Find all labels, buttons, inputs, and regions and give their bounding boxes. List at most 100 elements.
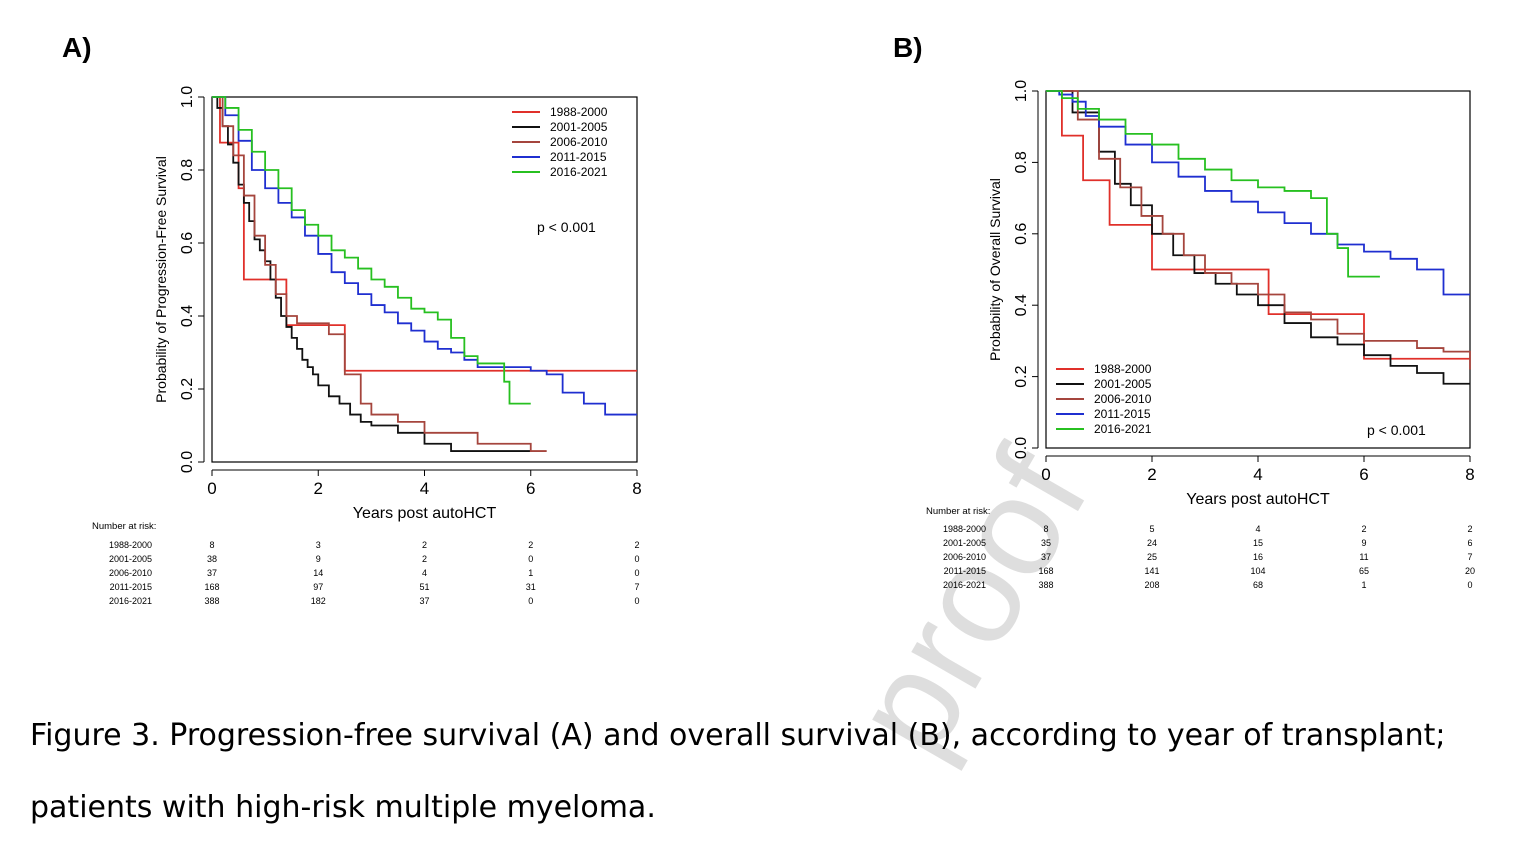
risk-cell: 168 [1038,566,1053,576]
y-tick-label: 0.0 [1013,437,1030,459]
x-tick-label: 0 [1041,465,1050,484]
survival-curve-2016-2021 [212,96,531,405]
survival-curve-2001-2005 [212,96,531,452]
x-tick-label: 2 [314,479,323,498]
risk-cell: 31 [526,582,536,592]
x-tick-label: 0 [207,479,216,498]
risk-cell: 0 [634,596,639,606]
survival-curve-2006-2010 [1046,90,1471,370]
figure-caption: Figure 3. Progression-free survival (A) … [30,718,1446,825]
y-tick-label: 1.0 [1013,80,1030,102]
risk-cell: 4 [422,568,427,578]
y-tick-label: 0.6 [1013,223,1030,245]
risk-cell: 97 [313,582,323,592]
risk-cell: 6 [1467,538,1472,548]
x-tick-label: 4 [420,479,429,498]
risk-cell: 20 [1465,566,1475,576]
risk-cell: 68 [1253,580,1263,590]
risk-cell: 8 [209,540,214,550]
risk-cell: 0 [528,554,533,564]
risk-row-label: 2016-2021 [943,580,986,590]
risk-cell: 24 [1147,538,1157,548]
x-tick-label: 6 [1359,465,1368,484]
risk-row-label: 1988-2000 [943,524,986,534]
legend-label: 2011-2015 [1094,407,1151,421]
y-tick-label: 0.6 [179,232,196,254]
risk-cell: 3 [316,540,321,550]
risk-cell: 37 [419,596,429,606]
risk-row-label: 2011-2015 [110,582,152,592]
legend-label: 2006-2010 [1094,392,1152,406]
risk-cell: 37 [1041,552,1051,562]
x-axis-title: Years post autoHCT [353,505,497,522]
legend-label: 2016-2021 [550,165,608,179]
risk-cell: 7 [634,582,639,592]
risk-row-label: 2006-2010 [109,568,152,578]
risk-table-header: Number at risk: [92,521,156,532]
risk-cell: 0 [1467,580,1472,590]
risk-cell: 7 [1467,552,1472,562]
risk-cell: 1 [528,568,533,578]
risk-cell: 208 [1144,580,1159,590]
plot-frame [211,96,638,463]
risk-cell: 388 [204,596,219,606]
risk-cell: 9 [316,554,321,564]
risk-cell: 2 [1467,524,1472,534]
y-tick-label: 0.2 [179,378,196,400]
risk-cell: 168 [204,582,219,592]
risk-cell: 0 [634,554,639,564]
risk-cell: 15 [1253,538,1263,548]
risk-cell: 141 [1144,566,1159,576]
survival-curve-1988-2000 [1046,90,1470,360]
legend-label: 2006-2010 [550,135,608,149]
risk-cell: 51 [419,582,429,592]
plot-frame [1045,90,1471,449]
risk-row-label: 2001-2005 [109,554,152,564]
risk-cell: 14 [313,568,323,578]
x-tick-label: 6 [526,479,535,498]
y-tick-label: 0.0 [179,451,196,473]
risk-cell: 182 [311,596,326,606]
y-tick-label: 0.8 [179,159,196,181]
survival-curve-1988-2000 [212,96,637,372]
risk-cell: 8 [1043,524,1048,534]
risk-cell: 2 [422,540,427,550]
survival-curve-2001-2005 [1046,90,1470,385]
x-tick-label: 8 [1465,465,1474,484]
x-axis-title: Years post autoHCT [1186,491,1330,508]
legend-label: 2001-2005 [1094,377,1152,391]
risk-cell: 2 [528,540,533,550]
y-tick-label: 0.2 [1013,365,1030,387]
survival-curve-2016-2021 [1046,90,1380,278]
legend-label: 2001-2005 [550,120,608,134]
risk-cell: 25 [1147,552,1157,562]
risk-row-label: 2006-2010 [943,552,986,562]
panel-label-a: A) [62,32,92,63]
risk-cell: 9 [1361,538,1366,548]
risk-cell: 11 [1359,552,1368,562]
survival-curve-2011-2015 [212,96,637,416]
risk-cell: 16 [1253,552,1263,562]
risk-cell: 388 [1038,580,1053,590]
survival-curve-2006-2010 [212,96,547,452]
risk-row-label: 2001-2005 [943,538,986,548]
y-tick-label: 0.4 [1013,294,1030,316]
risk-row-label: 1988-2000 [109,540,152,550]
risk-cell: 37 [207,568,217,578]
y-tick-label: 1.0 [179,86,196,108]
risk-cell: 2 [1361,524,1366,534]
legend-label: 2016-2021 [1094,422,1152,436]
risk-row-label: 2011-2015 [944,566,986,576]
p-value: p < 0.001 [537,219,596,235]
risk-cell: 65 [1359,566,1369,576]
x-tick-label: 8 [632,479,641,498]
y-tick-label: 0.8 [1013,151,1030,173]
risk-cell: 38 [207,554,217,564]
risk-cell: 1 [1361,580,1366,590]
legend-label: 2011-2015 [550,150,607,164]
risk-cell: 2 [634,540,639,550]
x-tick-label: 4 [1253,465,1262,484]
risk-row-label: 2016-2021 [109,596,152,606]
x-tick-label: 2 [1147,465,1156,484]
